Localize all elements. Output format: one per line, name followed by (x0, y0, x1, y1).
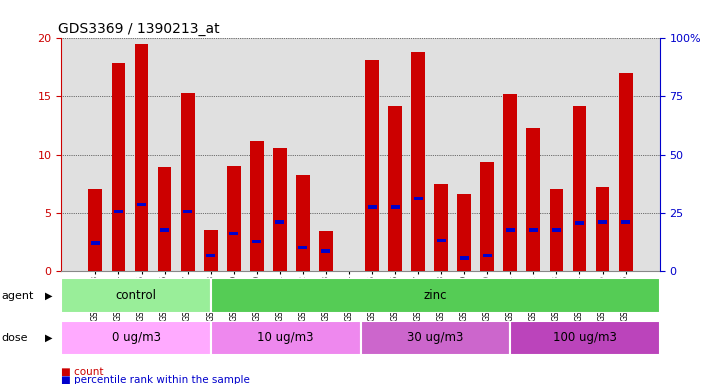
Bar (181, 93, 195, 271)
Text: ■ count: ■ count (61, 367, 104, 377)
Bar (575, 221, 584, 225)
Bar (296, 175, 310, 271)
Bar (460, 256, 469, 260)
Text: ▶: ▶ (45, 291, 53, 301)
Bar (434, 184, 448, 271)
Text: ■ percentile rank within the sample: ■ percentile rank within the sample (61, 375, 250, 384)
Text: dose: dose (1, 333, 28, 343)
Text: ▶: ▶ (45, 333, 53, 343)
Bar (252, 240, 261, 243)
Bar (204, 230, 218, 271)
Bar (211, 278, 660, 313)
Text: 30 ug/m3: 30 ug/m3 (407, 331, 464, 344)
Bar (135, 44, 149, 271)
Bar (229, 232, 238, 235)
Bar (322, 249, 330, 253)
Bar (598, 220, 607, 223)
Bar (61, 278, 211, 313)
Bar (621, 220, 630, 223)
Bar (114, 210, 123, 213)
Bar (457, 194, 471, 271)
Bar (273, 147, 287, 271)
Bar (391, 205, 399, 209)
Bar (503, 94, 517, 271)
Bar (414, 197, 423, 200)
Bar (183, 210, 192, 213)
Bar (480, 162, 494, 271)
Bar (91, 241, 100, 245)
Bar (250, 141, 264, 271)
Bar (552, 228, 561, 232)
Bar (506, 228, 515, 232)
Bar (572, 106, 586, 271)
Bar (158, 167, 172, 271)
Bar (619, 73, 632, 271)
Bar (526, 128, 540, 271)
Bar (319, 231, 333, 271)
Bar (360, 321, 510, 355)
Bar (483, 254, 492, 257)
Bar (596, 187, 609, 271)
Text: zinc: zinc (423, 289, 447, 302)
Bar (510, 321, 660, 355)
Bar (529, 228, 538, 232)
Bar (206, 254, 215, 257)
Text: 10 ug/m3: 10 ug/m3 (257, 331, 314, 344)
Bar (227, 166, 241, 271)
Text: control: control (115, 289, 156, 302)
Bar (437, 239, 446, 242)
Bar (298, 246, 307, 249)
Bar (275, 220, 284, 223)
Bar (61, 321, 211, 355)
Bar (160, 228, 169, 232)
Bar (211, 321, 360, 355)
Text: 100 ug/m3: 100 ug/m3 (553, 331, 617, 344)
Bar (365, 60, 379, 271)
Bar (368, 205, 376, 209)
Text: agent: agent (1, 291, 34, 301)
Bar (549, 189, 563, 271)
Bar (112, 63, 125, 271)
Bar (137, 203, 146, 206)
Text: 0 ug/m3: 0 ug/m3 (112, 331, 161, 344)
Text: GDS3369 / 1390213_at: GDS3369 / 1390213_at (58, 22, 220, 36)
Bar (89, 189, 102, 271)
Bar (388, 106, 402, 271)
Bar (411, 52, 425, 271)
